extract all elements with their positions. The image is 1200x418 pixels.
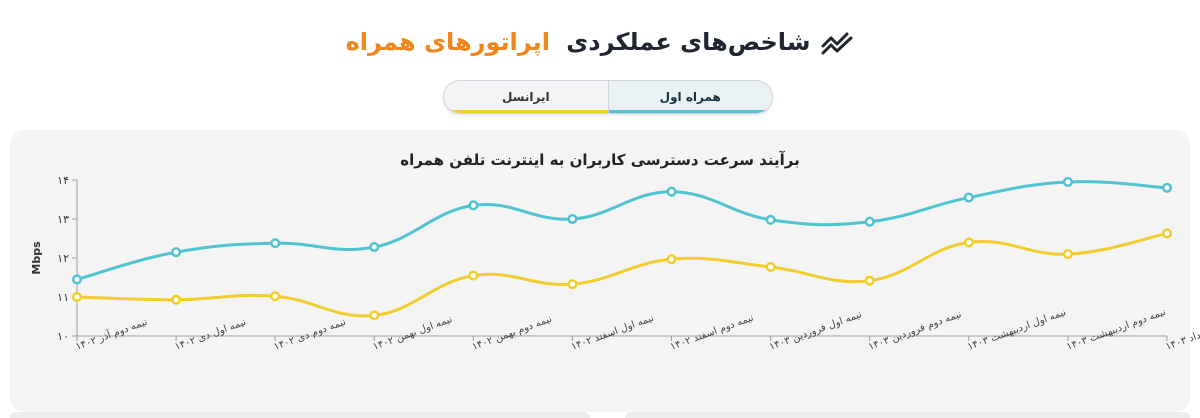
page-header: شاخص‌های عملکردی اپراتورهای همراه — [0, 22, 1200, 62]
y-tick-label: ۱۲ — [57, 252, 69, 265]
x-tick-label: نیمه دوم اردیبهشت ۱۴۰۳ — [1065, 307, 1167, 353]
data-point — [369, 310, 380, 321]
y-tick-label: ۱۱ — [57, 291, 69, 304]
data-point — [270, 291, 281, 302]
data-point — [1062, 249, 1073, 260]
series-line-0 — [75, 180, 1169, 281]
data-point — [270, 238, 281, 249]
operator-tabs: همراه اول ایرانسل — [443, 80, 773, 114]
data-point — [864, 216, 875, 227]
page-title-main: شاخص‌های عملکردی — [566, 28, 811, 56]
page-title: شاخص‌های عملکردی اپراتورهای همراه — [346, 28, 811, 56]
data-point — [171, 294, 182, 305]
next-card-right — [625, 412, 1190, 418]
x-tick-label: نیمه دوم دی ۱۴۰۲ — [272, 317, 347, 353]
x-tick-label: نیمه اول اسفند ۱۴۰۲ — [570, 313, 656, 353]
data-point — [171, 247, 182, 258]
x-tick-label: نیمه دوم اسفند ۱۴۰۲ — [669, 312, 755, 352]
y-tick-label: ۱۰ — [57, 330, 69, 343]
data-point — [567, 279, 578, 290]
data-point — [666, 254, 677, 265]
data-point — [468, 200, 479, 211]
data-point — [963, 192, 974, 203]
x-tick-label: نیمه اول خرداد ۱۴۰۳ — [1164, 313, 1200, 353]
data-point — [369, 242, 380, 253]
chart-card — [10, 130, 1190, 412]
x-tick-label: نیمه اول اردیبهشت ۱۴۰۳ — [966, 307, 1068, 353]
y-tick-label: ۱۴ — [57, 174, 69, 187]
trend-chart-icon — [821, 32, 853, 55]
x-tick-label: نیمه دوم فروردین ۱۴۰۳ — [867, 309, 963, 353]
data-point — [71, 291, 83, 303]
chart-title: برآیند سرعت دسترسی کاربران به اینترنت تل… — [400, 151, 800, 169]
data-point — [1161, 228, 1173, 239]
data-point — [963, 237, 974, 248]
tab-irancell[interactable]: ایرانسل — [444, 81, 609, 113]
data-point — [864, 275, 875, 286]
data-point — [1161, 182, 1173, 193]
page-title-accent: اپراتورهای همراه — [345, 28, 550, 56]
next-card-left — [10, 412, 590, 418]
data-point — [567, 213, 578, 225]
x-tick-label: نیمه اول بهمن ۱۴۰۲ — [372, 314, 454, 353]
x-tick-label: نیمه دوم بهمن ۱۴۰۲ — [471, 314, 554, 353]
data-point — [71, 274, 83, 285]
data-point — [468, 270, 479, 281]
x-tick-label: نیمه دوم آذر ۱۴۰۲ — [74, 315, 149, 353]
data-point — [765, 261, 776, 273]
data-point — [1062, 176, 1073, 187]
data-point — [666, 186, 677, 197]
x-tick-label: نیمه اول دی ۱۴۰۲ — [173, 317, 247, 353]
x-tick-label: نیمه اول فروردین ۱۴۰۳ — [768, 309, 864, 353]
data-point — [765, 214, 776, 225]
y-tick-label: ۱۳ — [57, 213, 69, 226]
y-axis-label: Mbps — [30, 241, 43, 275]
tab-hamrah-aval[interactable]: همراه اول — [608, 81, 772, 113]
